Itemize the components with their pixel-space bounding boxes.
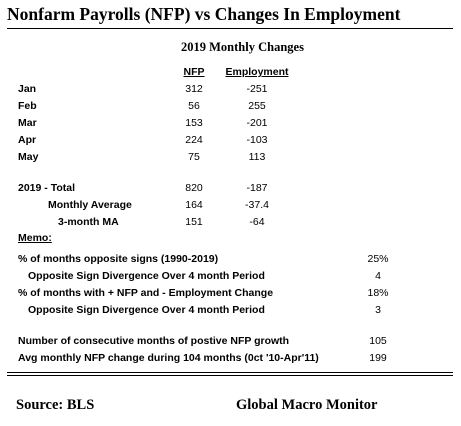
- nfp-value: 312: [185, 83, 203, 95]
- memo-value: 4: [375, 270, 381, 282]
- memo-label: Avg monthly NFP change during 104 months…: [18, 352, 319, 364]
- brand-label: Global Macro Monitor: [236, 397, 378, 413]
- footer-rule-top: [7, 372, 453, 373]
- month-label: Jan: [18, 83, 37, 95]
- memo-value: 199: [369, 352, 387, 364]
- memo-value: 105: [369, 335, 387, 347]
- table-subtitle: 2019 Monthly Changes: [181, 40, 304, 54]
- month-label: Apr: [18, 134, 37, 146]
- memo-label: Opposite Sign Divergence Over 4 month Pe…: [28, 304, 265, 316]
- nfp-value: 820: [185, 182, 203, 194]
- employment-value: -251: [246, 83, 268, 95]
- employment-column-header: Employment: [225, 66, 289, 78]
- memo-label: % of months with + NFP and - Employment …: [18, 287, 274, 299]
- memo-label: Number of consecutive months of postive …: [18, 335, 290, 347]
- employment-value: 255: [248, 100, 266, 112]
- nfp-value: 56: [188, 100, 200, 112]
- employment-value: -64: [249, 216, 265, 228]
- employment-value: -103: [246, 134, 268, 146]
- memo-label: Opposite Sign Divergence Over 4 month Pe…: [28, 270, 265, 282]
- summary-label: 2019 - Total: [18, 182, 75, 194]
- nfp-value: 164: [185, 199, 203, 211]
- source-label: Source: BLS: [16, 397, 95, 413]
- month-label: Feb: [18, 100, 37, 112]
- employment-value: -187: [246, 182, 268, 194]
- nfp-value: 153: [185, 117, 203, 129]
- page-title: Nonfarm Payrolls (NFP) vs Changes In Emp…: [7, 4, 401, 24]
- nfp-value: 224: [185, 134, 203, 146]
- nfp-value: 75: [188, 151, 200, 163]
- memo-value: 3: [375, 304, 381, 316]
- employment-value: 113: [248, 151, 266, 163]
- month-label: Mar: [18, 117, 37, 129]
- memo-heading: Memo:: [18, 232, 52, 244]
- employment-value: -201: [246, 117, 268, 129]
- nfp-column-header: NFP: [183, 66, 205, 78]
- month-label: May: [18, 151, 39, 163]
- memo-value: 25%: [367, 253, 389, 265]
- summary-label: 3-month MA: [58, 216, 119, 228]
- footer-rule-bottom: [7, 375, 453, 376]
- memo-label: % of months opposite signs (1990-2019): [18, 253, 219, 265]
- nfp-value: 151: [185, 216, 203, 228]
- employment-value: -37.4: [245, 199, 269, 211]
- title-rule: [7, 28, 453, 29]
- memo-value: 18%: [367, 287, 389, 299]
- summary-label: Monthly Average: [48, 199, 132, 211]
